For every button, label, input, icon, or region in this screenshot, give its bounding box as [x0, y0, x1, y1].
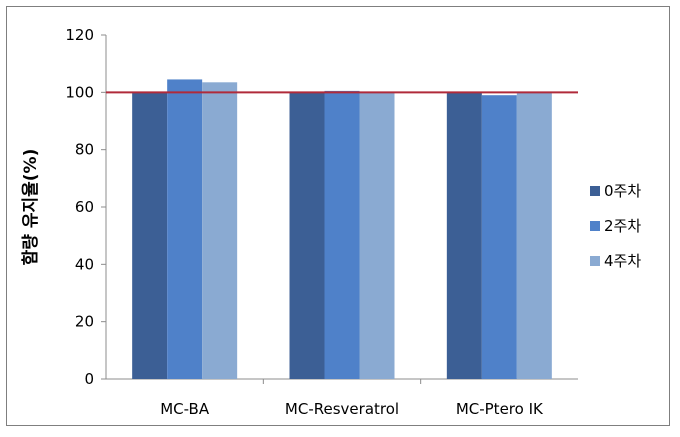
legend-swatch	[590, 256, 600, 266]
y-tick-label: 80	[75, 141, 94, 159]
bar	[481, 95, 517, 379]
chart-frame	[6, 6, 670, 426]
legend-swatch	[590, 221, 600, 231]
y-tick-label: 40	[75, 255, 94, 273]
legend-label: 4주차	[604, 252, 641, 270]
x-tick-label: MC-Ptero IK	[456, 400, 544, 418]
x-tick-label: MC-Resveratrol	[285, 400, 399, 418]
bar	[516, 92, 552, 379]
legend-label: 2주차	[604, 217, 641, 235]
y-axis-label: 함량 유지율(%)	[20, 149, 41, 266]
bar	[132, 92, 168, 379]
y-tick-label: 120	[65, 26, 94, 44]
bar	[202, 82, 238, 380]
legend-swatch	[590, 186, 600, 196]
bar	[446, 92, 482, 379]
bar	[167, 79, 203, 379]
bars	[132, 79, 552, 380]
tick-labels: 0 20 40 60 80 100 120 MC-BA MC-Resveratrol MC-Pte…	[65, 26, 544, 418]
legend-label: 0주차	[604, 182, 641, 200]
y-tick-label: 20	[75, 313, 94, 331]
legend: 0주차 2주차 4주차	[590, 182, 641, 270]
y-tick-label: 100	[65, 83, 94, 101]
bar	[324, 90, 360, 380]
y-tick-label: 0	[84, 370, 94, 388]
bar	[359, 92, 395, 379]
y-tick-label: 60	[75, 198, 94, 216]
x-tick-label: MC-BA	[160, 400, 210, 418]
bar	[289, 92, 325, 379]
